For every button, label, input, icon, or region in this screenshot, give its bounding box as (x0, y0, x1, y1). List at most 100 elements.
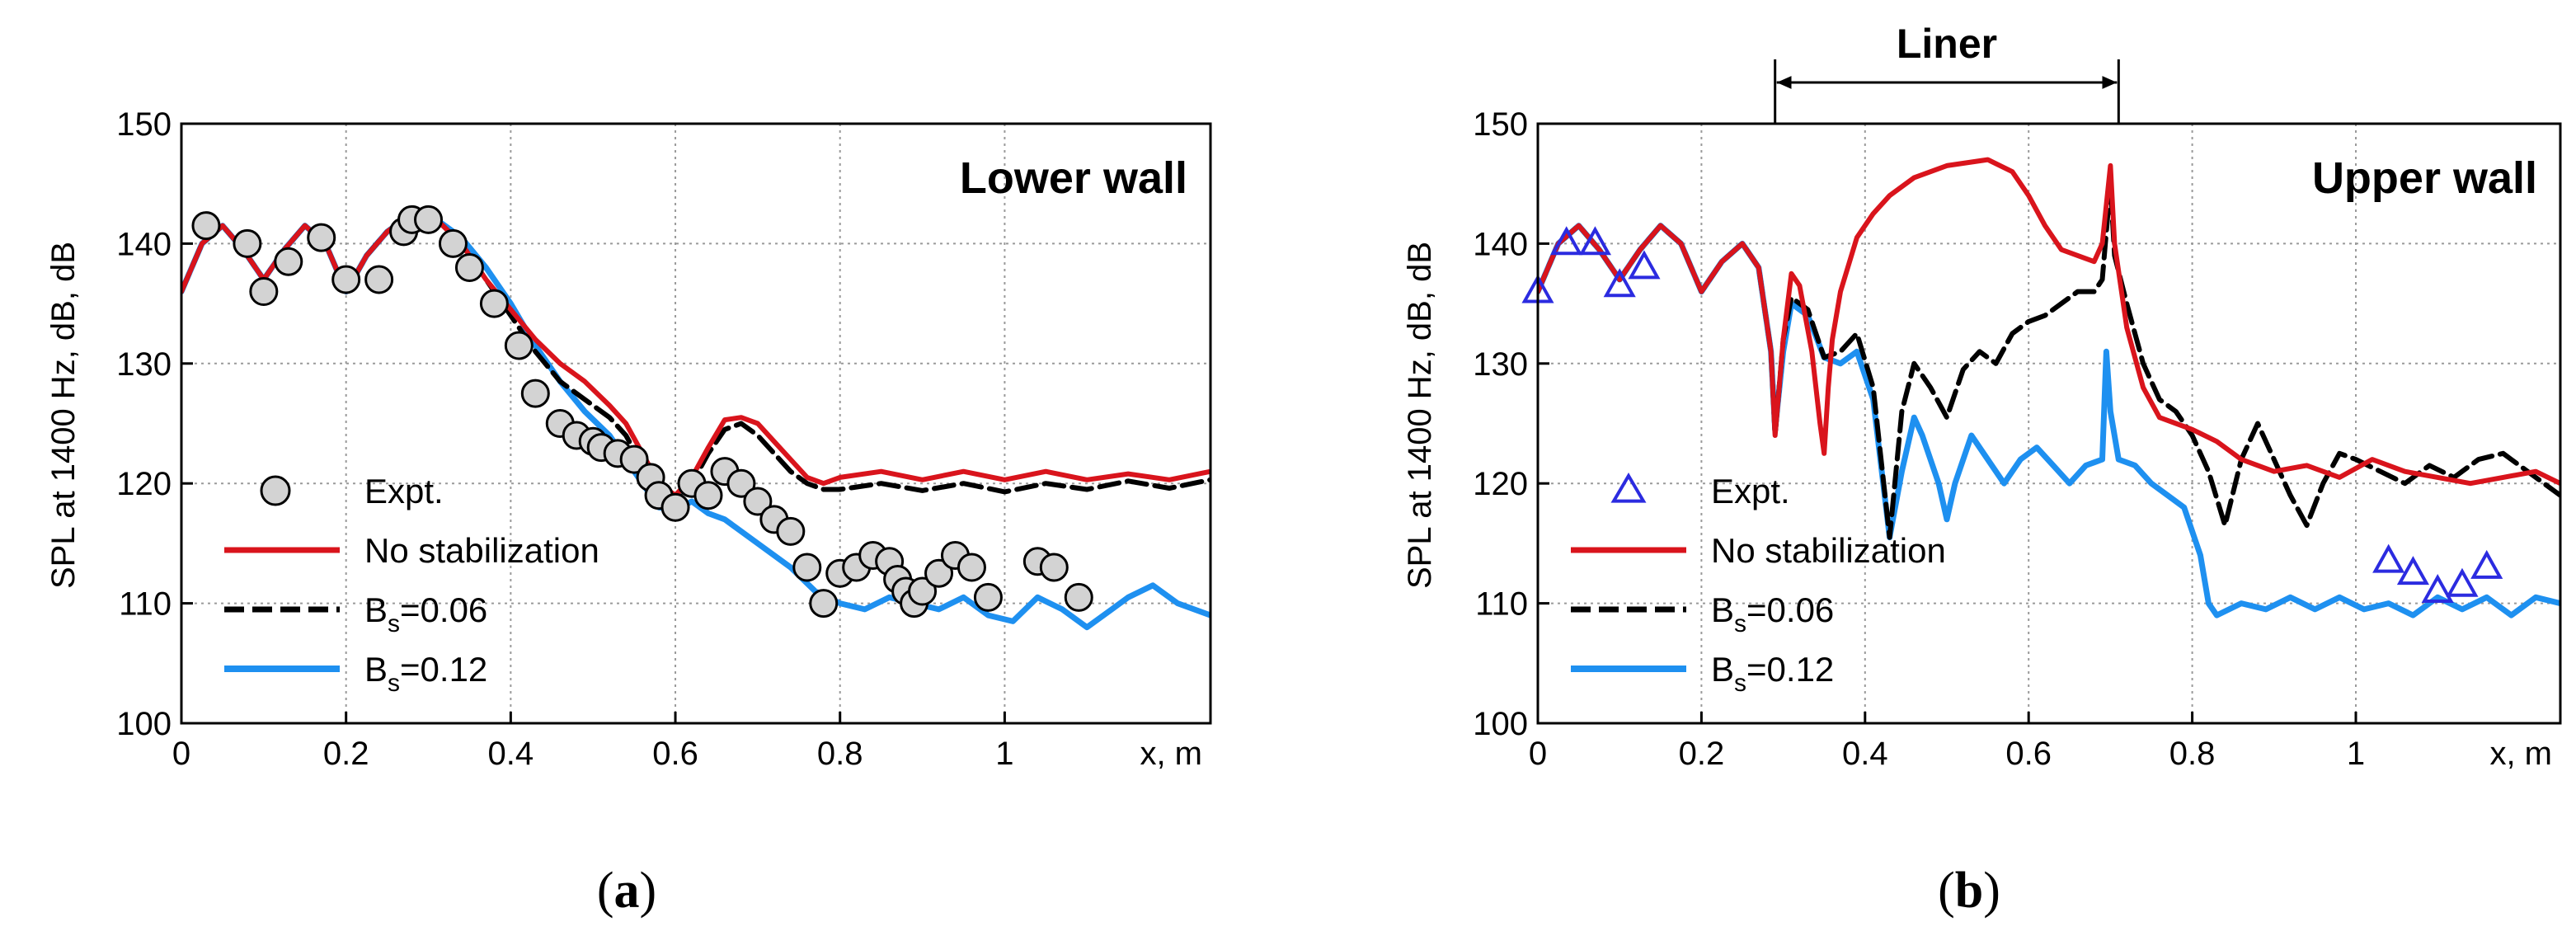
legend-label-base: B (1711, 650, 1734, 689)
expt-point (191, 211, 221, 241)
expt-point (693, 481, 723, 510)
expt-point (233, 228, 262, 258)
x-tick-label-a: 0.4 (488, 736, 534, 772)
y-tick-label-a: 110 (119, 586, 172, 623)
caption-a: (a) (597, 863, 656, 919)
x-tick-label-a: 1 (995, 736, 1013, 772)
legend-item-bs006: Bs=0.06 (1571, 590, 1834, 637)
x-axis-label-a: x, m (1140, 736, 1202, 772)
expt-point (2470, 549, 2503, 579)
panel-b-chart: 100 110 120 130 140 150 0 0.2 0.4 0.6 0.8 1 x, m SPL … (1402, 106, 2562, 772)
legend-label-base: B (364, 650, 388, 689)
series-group-b (1538, 157, 2560, 619)
expt-point (414, 205, 444, 234)
liner-annotation: Liner (1774, 21, 2120, 124)
legend-label-expt: Expt. (1711, 472, 1790, 510)
legend-label-bs006: Bs=0.06 (1711, 590, 1834, 637)
y-tick-label-b: 130 (1473, 346, 1528, 383)
expt-point (619, 444, 649, 474)
y-axis-label-b: SPL at 1400 Hz, dB, dB (1402, 242, 1438, 589)
expt-point (776, 516, 806, 546)
legend-label-sub: s (1734, 610, 1746, 637)
x-axis-label-b: x, m (2489, 736, 2552, 772)
plot-frame-b (1536, 122, 2562, 725)
panel-title-a: Lower wall (960, 153, 1187, 203)
caption-b: (b) (1938, 863, 2000, 919)
expt-point (973, 582, 1003, 612)
expt-point (2446, 567, 2479, 597)
legend-swatch-expt (260, 475, 291, 506)
x-tick-label-a: 0.8 (817, 736, 863, 772)
y-tick-label-b: 140 (1473, 226, 1528, 262)
legend-label-no_stab: No stabilization (364, 531, 599, 570)
x-tick-label-b: 0.4 (1842, 736, 1888, 772)
legend-item-no_stab: No stabilization (1571, 531, 1946, 570)
expt-point (1628, 250, 1661, 280)
expt-point (743, 487, 773, 516)
expt-point (1039, 553, 1069, 582)
legend-label-base: B (1711, 590, 1734, 629)
caption-b-open: ( (1938, 863, 1955, 919)
panel-a-chart: 100 110 120 130 140 150 0 0.2 0.4 0.6 0.8 1 x, m SPL … (45, 106, 1212, 772)
legend-label-sub: s (1734, 670, 1746, 697)
axis-ticks-a: 100 110 120 130 140 150 0 0.2 0.4 0.6 0.8 1 (116, 106, 1013, 772)
legend-item-expt: Expt. (1610, 472, 1790, 510)
plot-frame-a (180, 122, 1212, 725)
legend-label-no_stab: No stabilization (1711, 531, 1946, 570)
x-tick-label-b: 0 (1529, 736, 1547, 772)
grid-a (181, 124, 1210, 723)
plot-area-a (181, 124, 1210, 723)
expt-point (504, 331, 534, 360)
y-tick-label-b: 120 (1473, 466, 1528, 502)
expt-point (274, 247, 303, 276)
legend-item-bs006: Bs=0.06 (224, 590, 487, 637)
x-tick-label-a: 0 (172, 736, 190, 772)
legend-label-bs012: Bs=0.12 (1711, 650, 1834, 697)
x-tick-label-b: 1 (2347, 736, 2365, 772)
y-axis-label-a: SPL at 1400 Hz, dB, dB (45, 242, 82, 589)
expt-markers-b (1521, 226, 2503, 603)
legend-label-sub: s (388, 670, 400, 697)
y-tick-label-a: 120 (116, 466, 172, 502)
caption-a-close: ) (640, 863, 657, 919)
x-tick-label-b: 0.6 (2005, 736, 2052, 772)
liner-label: Liner (1897, 21, 1997, 67)
caption-b-close: ) (1983, 863, 2000, 919)
y-tick-label-a: 140 (116, 226, 172, 262)
y-tick-label-b: 100 (1473, 706, 1528, 742)
y-tick-label-b: 150 (1473, 106, 1528, 143)
expt-point (924, 558, 954, 588)
expt-markers-a (191, 205, 1093, 619)
expt-point (792, 553, 822, 582)
expt-point (2372, 543, 2405, 573)
x-tick-label-a: 0.2 (323, 736, 369, 772)
caption-a-open: ( (597, 863, 614, 919)
expt-point (1603, 268, 1636, 298)
expt-point (479, 289, 509, 318)
legend-item-no_stab: No stabilization (224, 531, 599, 570)
legend-item-bs012: Bs=0.12 (1571, 650, 1834, 697)
expt-point (660, 492, 690, 522)
panel-title-b: Upper wall (2312, 153, 2537, 203)
expt-point (726, 468, 756, 498)
axis-ticks-b: 100 110 120 130 140 150 0 0.2 0.4 0.6 0.8 1 (1473, 106, 2365, 772)
legend-label-rest: =0.06 (400, 590, 487, 629)
y-tick-label-b: 110 (1475, 586, 1528, 623)
x-tick-label-a: 0.6 (652, 736, 698, 772)
legend-item-bs012: Bs=0.12 (224, 650, 487, 697)
expt-point (809, 589, 839, 619)
expt-point (1550, 226, 1583, 256)
expt-point (1064, 582, 1093, 612)
legend-label-rest: =0.12 (400, 650, 487, 689)
x-tick-label-b: 0.8 (2169, 736, 2216, 772)
legend-label-rest: =0.12 (1746, 650, 1834, 689)
legend-label-sub: s (388, 610, 400, 637)
expt-point (2421, 573, 2454, 603)
x-tick-label-b: 0.2 (1679, 736, 1725, 772)
y-tick-label-a: 150 (116, 106, 172, 143)
expt-point (520, 379, 550, 408)
expt-point (1578, 226, 1611, 256)
